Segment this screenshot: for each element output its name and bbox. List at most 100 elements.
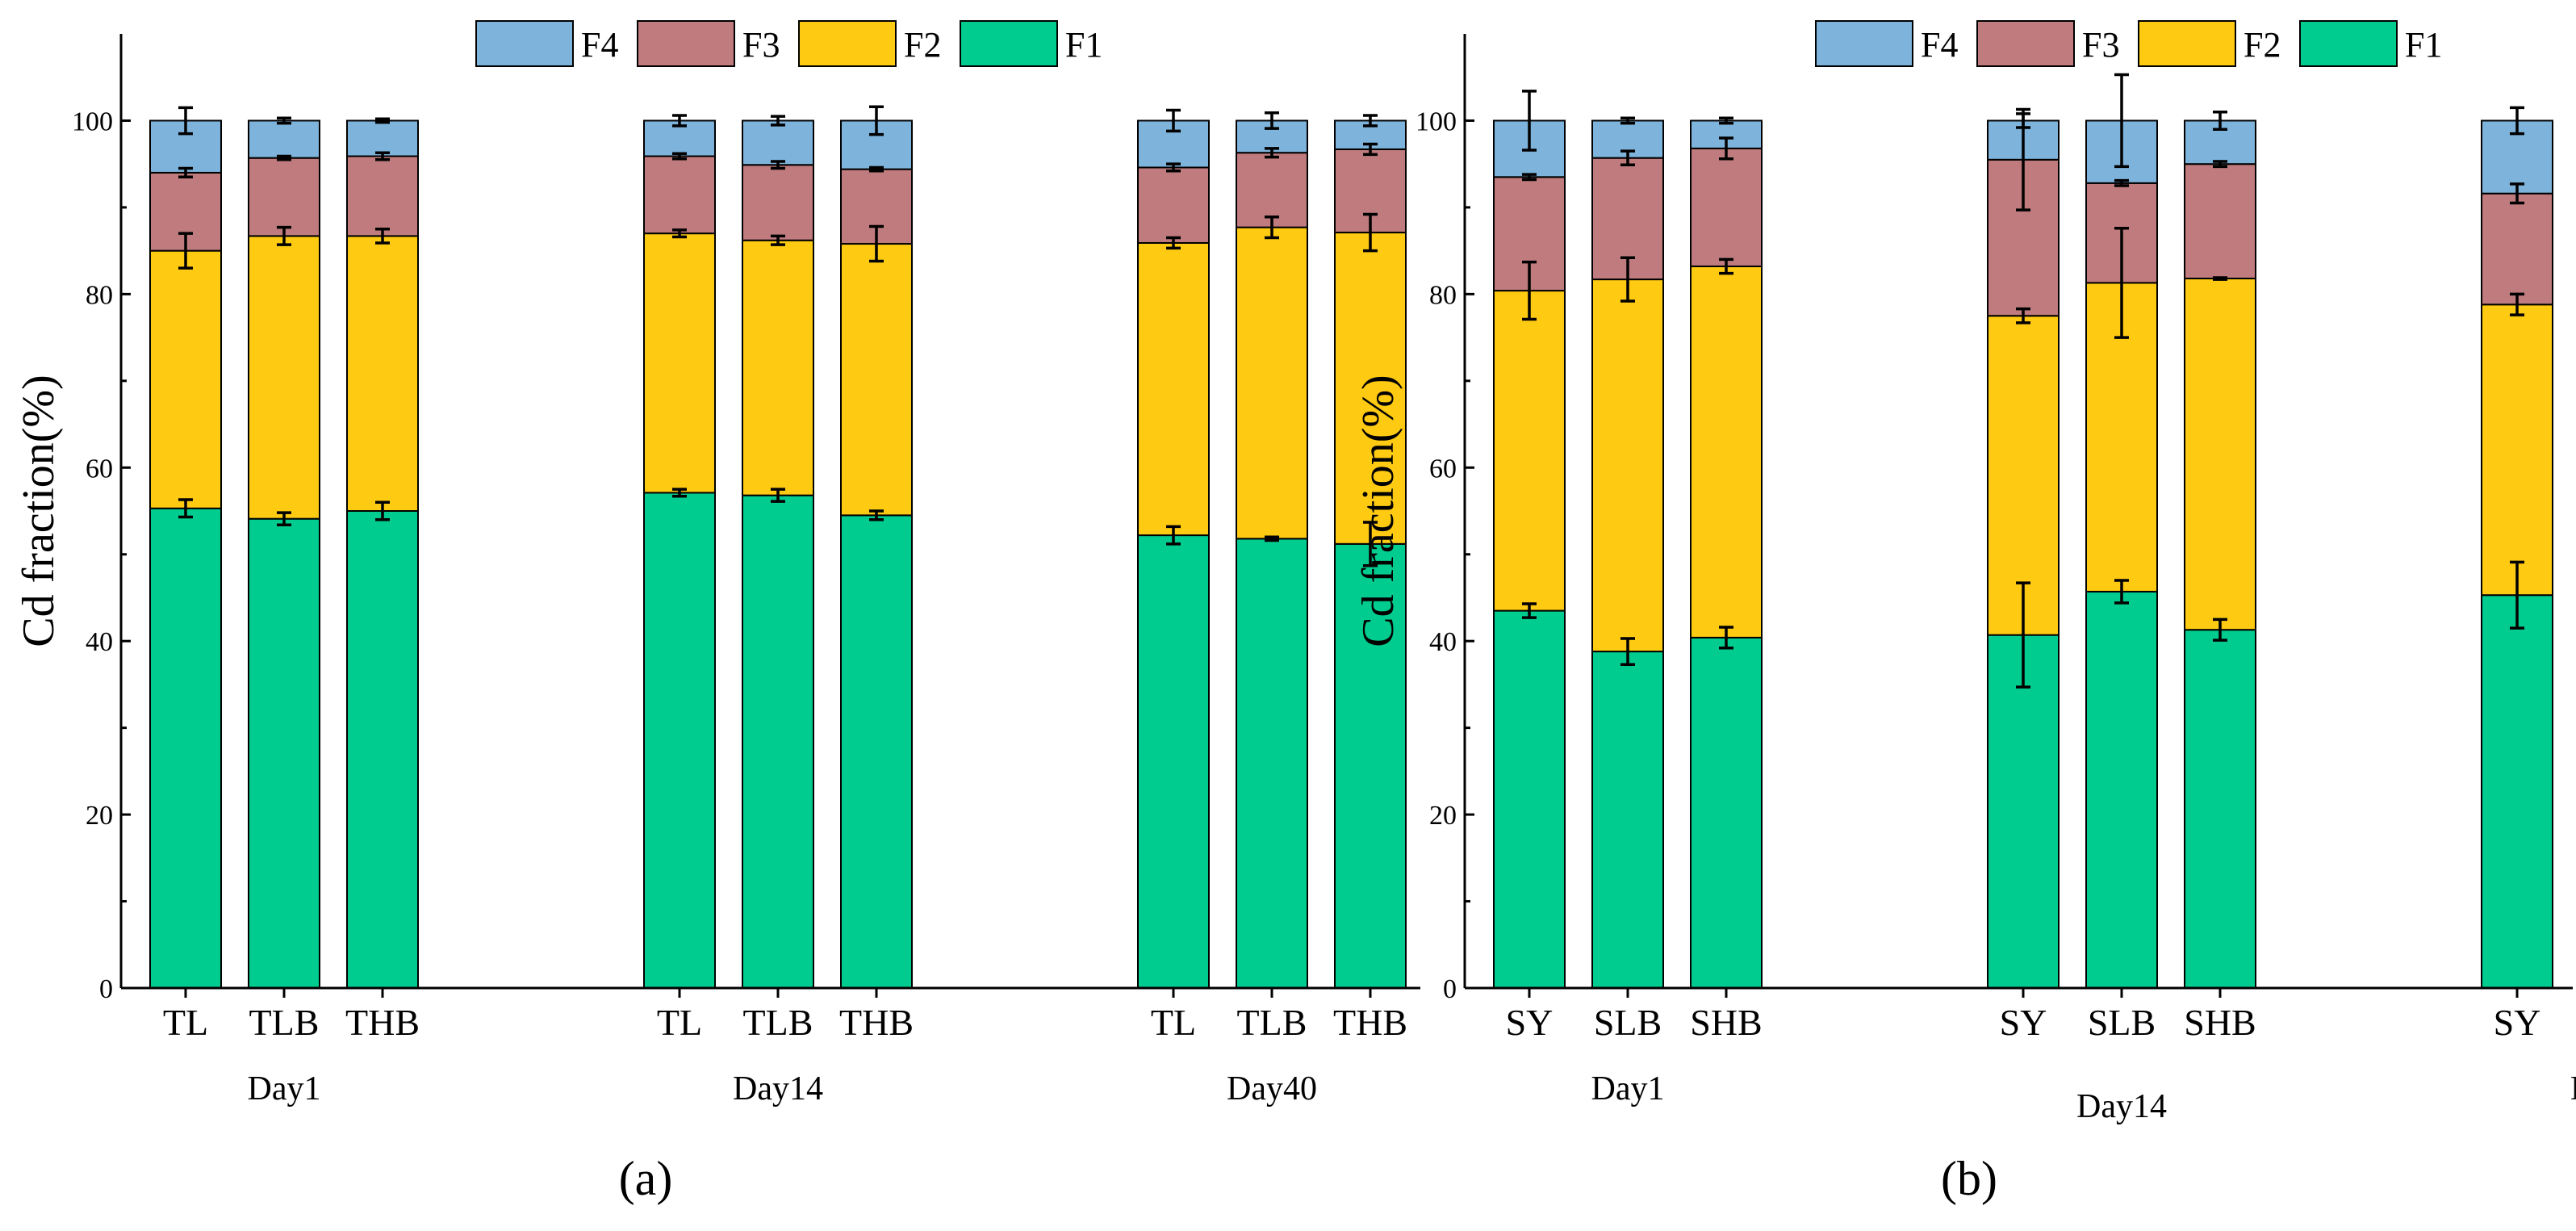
y-tick-label-b-80: 80 xyxy=(1429,280,1457,310)
error-bar-a-f4-2 xyxy=(375,117,390,124)
bar-b-f2-2 xyxy=(1690,265,1763,639)
category-label-a-4: TLB xyxy=(743,1002,813,1043)
error-bar-a-f2-0 xyxy=(178,232,193,270)
legend-label-b-f3: F3 xyxy=(2082,25,2119,65)
category-label-a-1: TLB xyxy=(249,1002,320,1043)
error-bar-b-f2-6 xyxy=(2510,292,2524,316)
bar-a-f2-1 xyxy=(248,235,320,520)
bar-b-f3-6 xyxy=(2481,192,2553,306)
category-label-a-2: THB xyxy=(345,1002,420,1043)
error-bar-a-f1-7 xyxy=(1265,535,1279,542)
bar-a-f3-7 xyxy=(1236,152,1308,228)
error-bar-a-f1-2 xyxy=(375,500,390,521)
error-bar-a-f3-4 xyxy=(771,160,785,170)
bar-b-f3-2 xyxy=(1690,147,1763,267)
category-label-b-2: SHB xyxy=(1690,1002,1762,1043)
category-label-a-6: TL xyxy=(1151,1002,1196,1043)
y-tick-label-b-60: 60 xyxy=(1429,454,1457,484)
bar-a-f4-1 xyxy=(248,119,320,159)
legend-label-b-f2: F2 xyxy=(2244,25,2281,65)
category-label-b-4: SLB xyxy=(2088,1002,2156,1043)
error-bar-b-f3-4 xyxy=(2114,178,2129,187)
bar-b-f1-6 xyxy=(2481,594,2553,989)
error-bar-a-f1-4 xyxy=(771,488,785,503)
error-bar-b-f1-4 xyxy=(2114,579,2129,605)
panel-b-chart: 020406080100SYSLBSHBDay1SYSLBSHBDay14SYS… xyxy=(1353,20,2576,1205)
error-bar-b-f4-3 xyxy=(2016,112,2030,129)
error-bar-b-f3-6 xyxy=(2510,182,2524,205)
category-label-a-5: THB xyxy=(839,1002,914,1043)
error-bar-a-f2-5 xyxy=(869,224,884,263)
error-bar-a-f4-0 xyxy=(178,106,193,136)
error-bar-a-f3-0 xyxy=(178,166,193,179)
error-bar-b-f3-0 xyxy=(1522,173,1537,182)
error-bar-b-f2-2 xyxy=(1719,258,1733,275)
category-label-a-7: TLB xyxy=(1237,1002,1307,1043)
legend-swatch-b-f2 xyxy=(2138,20,2236,67)
category-label-b-6: SY xyxy=(2494,1002,2541,1043)
panel-a-chart: 0 20 40 60 80 100 TL TLB THB Day1 TL TLB THB Day14 TL T… xyxy=(14,20,1420,1205)
bar-b-f2-5 xyxy=(2184,278,2256,631)
bar-a-f3-6 xyxy=(1137,166,1210,244)
bar-b-f1-1 xyxy=(1591,651,1664,989)
error-bar-a-f1-1 xyxy=(277,511,291,526)
category-label-b-3: SY xyxy=(2000,1002,2047,1043)
y-tick-label-a-20: 20 xyxy=(86,801,113,831)
error-bar-a-f3-8 xyxy=(1363,142,1378,157)
legend-swatch-b-f3 xyxy=(1976,20,2075,67)
legend-swatch-a-f4 xyxy=(475,20,574,67)
bar-a-f1-0 xyxy=(149,507,222,989)
bar-a-f1-5 xyxy=(840,514,913,989)
error-bar-a-f1-0 xyxy=(178,498,193,519)
error-bar-b-f4-2 xyxy=(1719,116,1733,125)
bar-a-f3-4 xyxy=(742,164,814,241)
bar-a-f1-3 xyxy=(643,492,716,989)
error-bar-a-f2-7 xyxy=(1265,215,1279,240)
category-label-a-0: TL xyxy=(163,1002,208,1043)
error-bar-a-f3-3 xyxy=(672,152,687,161)
error-bar-a-f2-1 xyxy=(277,225,291,246)
legend-label-a-f3: F3 xyxy=(742,25,780,65)
bar-a-f2-7 xyxy=(1236,226,1308,540)
error-bar-a-f1-5 xyxy=(869,509,884,521)
error-bar-b-f4-0 xyxy=(1522,90,1537,152)
error-bar-b-f4-4 xyxy=(2114,73,2129,169)
y-tick-label-a-100: 100 xyxy=(72,107,113,136)
error-bar-a-f4-7 xyxy=(1265,111,1279,130)
bar-a-f3-3 xyxy=(643,155,716,235)
bar-a-f2-4 xyxy=(742,239,814,496)
bar-a-f1-4 xyxy=(742,494,814,989)
error-bar-a-f3-1 xyxy=(277,154,291,161)
error-bar-b-f2-3 xyxy=(2016,307,2030,324)
error-bar-a-f1-6 xyxy=(1166,525,1181,546)
bar-a-f4-4 xyxy=(742,119,814,166)
error-bar-b-f1-3 xyxy=(2016,581,2030,689)
error-bar-a-f4-4 xyxy=(771,115,785,127)
error-bar-a-f3-7 xyxy=(1265,147,1279,159)
group-label-b-1: Day14 xyxy=(2076,1088,2167,1125)
legend-label-b-f4: F4 xyxy=(1921,25,1958,65)
group-label-b-2: Day40 xyxy=(2570,1070,2576,1107)
error-bar-a-f2-6 xyxy=(1166,236,1181,250)
y-tick-label-a-60: 60 xyxy=(86,454,113,484)
group-label-a-1: Day14 xyxy=(733,1070,823,1107)
bar-a-f1-8 xyxy=(1334,542,1407,989)
error-bar-a-f4-5 xyxy=(869,105,884,136)
bar-a-f2-2 xyxy=(346,235,419,512)
error-bar-a-f3-2 xyxy=(375,151,390,161)
error-bar-b-f1-0 xyxy=(1522,602,1537,619)
y-tick-label-a-80: 80 xyxy=(86,280,113,310)
legend-label-a-f1: F1 xyxy=(1065,25,1102,65)
bar-b-f1-5 xyxy=(2184,629,2256,989)
bar-a-f1-1 xyxy=(248,517,320,989)
category-label-b-5: SHB xyxy=(2184,1002,2256,1043)
error-bar-a-f4-8 xyxy=(1363,114,1378,128)
error-bar-a-f4-6 xyxy=(1166,108,1181,133)
legend-swatch-a-f1 xyxy=(960,20,1058,67)
legend-swatch-a-f3 xyxy=(637,20,735,67)
bar-a-f2-6 xyxy=(1137,241,1210,537)
bar-a-f1-2 xyxy=(346,510,419,989)
legend-label-b-f1: F1 xyxy=(2405,25,2442,65)
y-tick-label-b-0: 0 xyxy=(1443,974,1457,1004)
